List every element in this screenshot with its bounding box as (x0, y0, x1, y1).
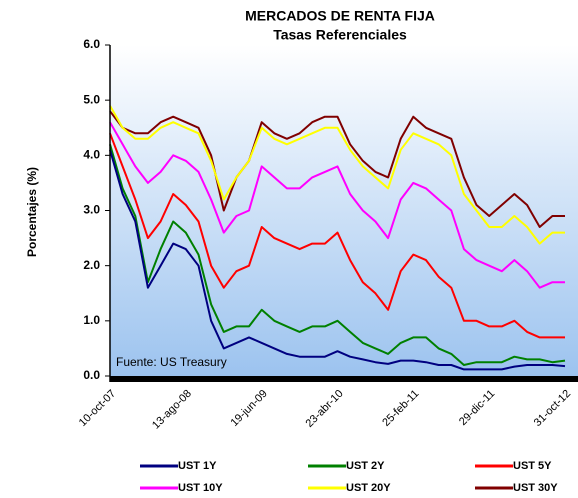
y-tick-label: 0.0 (83, 368, 100, 382)
legend-label: UST 30Y (513, 482, 558, 494)
y-tick-label: 2.0 (83, 258, 100, 272)
y-tick-label: 5.0 (83, 92, 100, 106)
legend-label: UST 5Y (513, 460, 552, 472)
y-tick-label: 6.0 (83, 37, 100, 51)
lines (109, 105, 566, 371)
chart-title: MERCADOS DE RENTA FIJA (245, 8, 435, 24)
y-tick-label: 3.0 (83, 203, 100, 217)
legend-label: UST 2Y (346, 460, 385, 472)
x-tick-label: 10-oct-07 (77, 388, 118, 429)
series-line (109, 105, 565, 245)
x-tick-label: 25-feb-11 (380, 388, 421, 429)
series-line (109, 132, 565, 339)
series-line (109, 149, 566, 371)
x-tick-label: 23-abr-10 (303, 388, 345, 430)
annotation: Fuente: US Treasury (116, 355, 227, 369)
x-tick-label: 19-jun-09 (228, 388, 269, 429)
y-tick-label: 1.0 (83, 313, 100, 327)
x-tick-label: 29-dic-11 (457, 388, 497, 428)
legend-label: UST 1Y (178, 460, 217, 472)
y-axis-label: Porcentajes (%) (25, 167, 39, 257)
x-tick-label: 31-oct-12 (532, 388, 573, 429)
legend-label: UST 20Y (346, 482, 391, 494)
x-tick-label: 13-ago-08 (150, 388, 194, 432)
plot-area (110, 45, 578, 376)
series-line (109, 121, 565, 289)
y-tick-label: 4.0 (83, 148, 100, 162)
chart-subtitle: Tasas Referenciales (273, 27, 407, 43)
series-line (109, 110, 565, 228)
legend-label: UST 10Y (178, 482, 223, 494)
series-line (109, 144, 566, 366)
x-axis (110, 376, 578, 382)
